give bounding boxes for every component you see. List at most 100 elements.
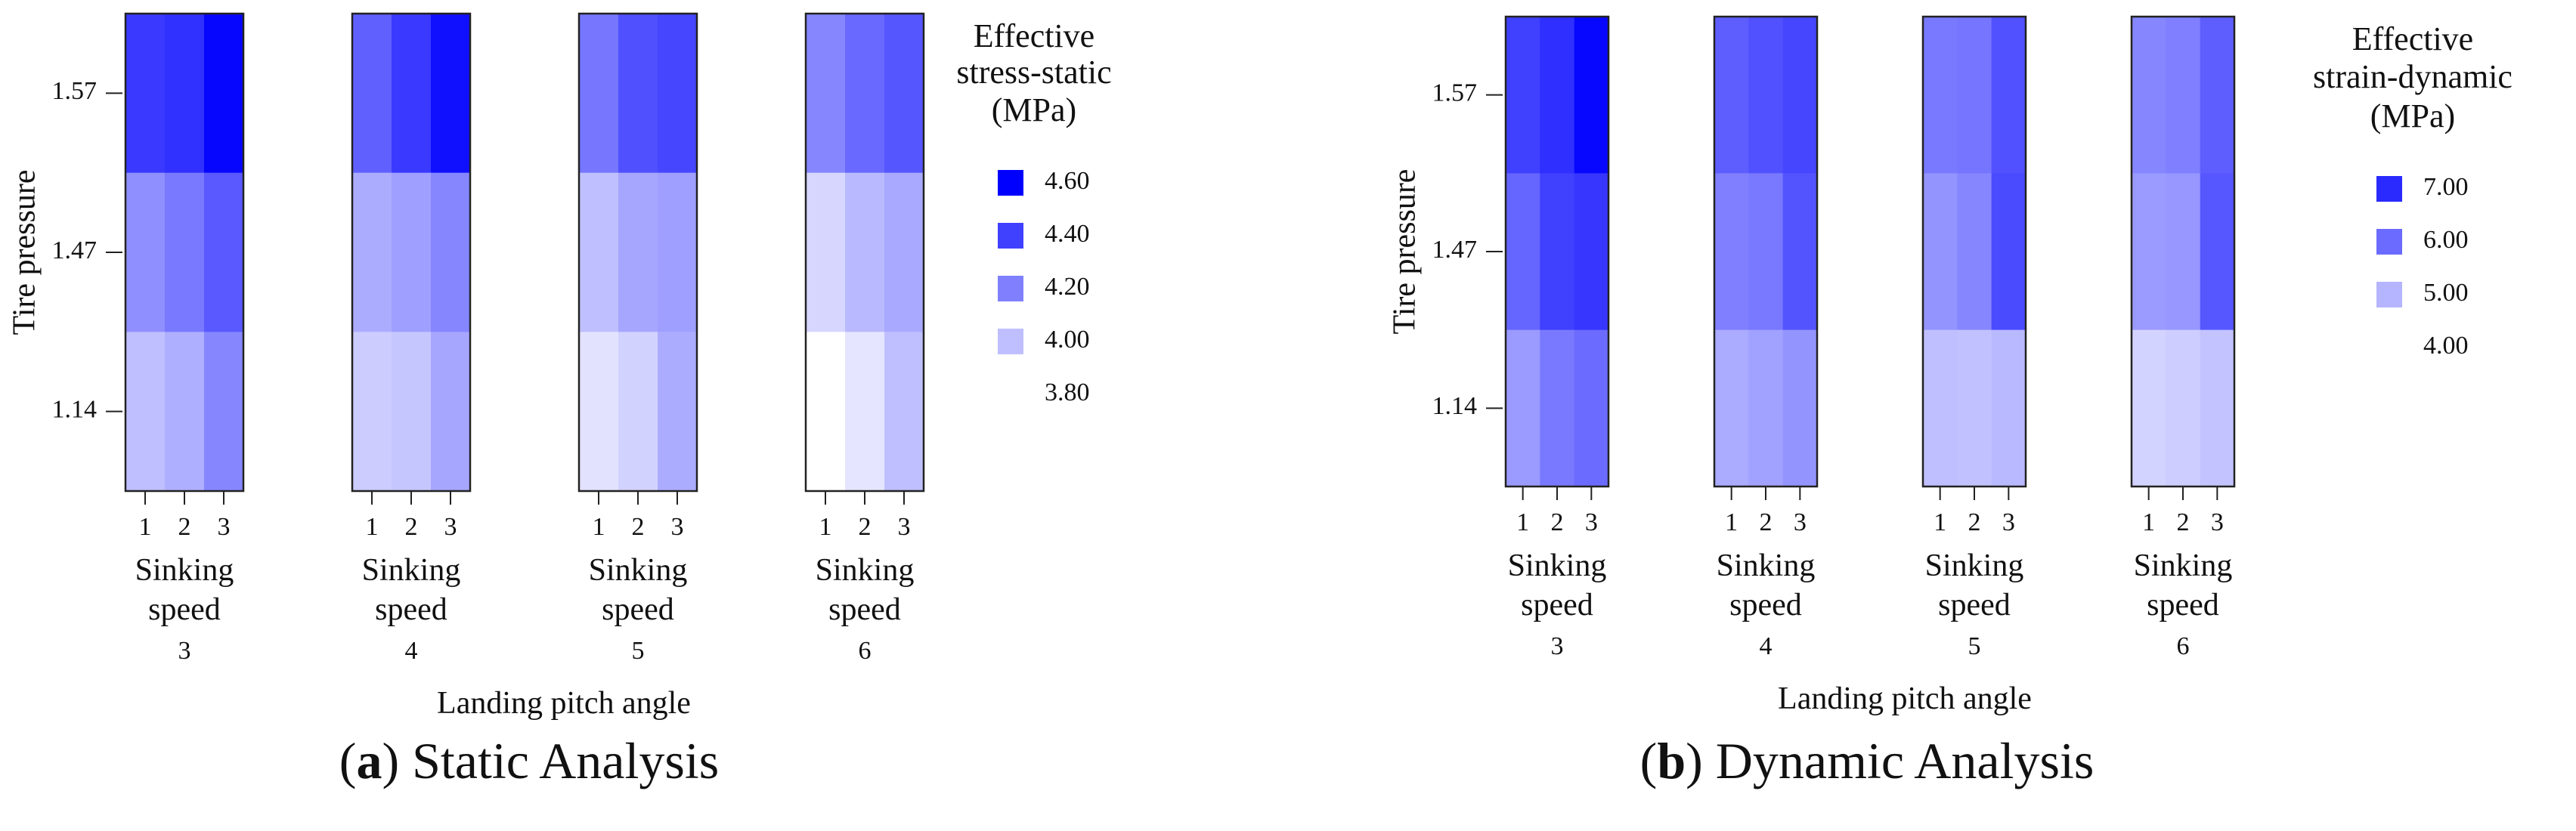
heatmap-panel-5: 1 2 3 Sinking speed 5 bbox=[1921, 15, 2027, 660]
legend-swatch bbox=[998, 170, 1023, 196]
heatmap-cell bbox=[1782, 173, 1818, 331]
x-tick-label: 3 bbox=[671, 513, 684, 541]
heatmap-cell bbox=[1748, 173, 1784, 331]
heatmap-cell bbox=[658, 14, 698, 174]
legend-title: Effective bbox=[974, 17, 1094, 54]
panel-x-axis-label: Sinking bbox=[135, 553, 234, 588]
heatmap-panel-6: 1 2 3 Sinking speed 6 bbox=[2130, 15, 2236, 660]
heatmap-cell bbox=[658, 332, 698, 492]
heatmap-panel-4: 1 2 3 Sinking speed 4 bbox=[351, 12, 472, 665]
heatmap-cell bbox=[579, 172, 619, 332]
x-tick-label: 1 bbox=[366, 513, 379, 541]
heatmap-cell bbox=[2200, 329, 2235, 487]
heatmap-cell bbox=[1782, 329, 1818, 487]
heatmap-cell bbox=[2132, 17, 2166, 174]
panel-x-axis-label: Sinking bbox=[1717, 548, 1816, 583]
legend-label: 4.00 bbox=[1045, 326, 1090, 354]
caption-letter: b bbox=[1657, 732, 1686, 789]
panel-group-label: 5 bbox=[1968, 632, 1981, 660]
legend-swatch bbox=[2376, 176, 2402, 202]
heatmap-cell bbox=[352, 14, 392, 174]
legend-label: 4.20 bbox=[1045, 273, 1090, 301]
legend-label: 4.40 bbox=[1045, 220, 1090, 248]
x-tick-label: 2 bbox=[1760, 508, 1773, 536]
legend-label: 3.80 bbox=[1045, 378, 1090, 406]
x-tick-label: 1 bbox=[593, 513, 605, 541]
legend-label: 7.00 bbox=[2423, 173, 2469, 201]
heatmap-cell bbox=[392, 172, 432, 332]
y-axis-label: Tire pressure bbox=[1388, 169, 1423, 335]
x-tick-label: 1 bbox=[1934, 508, 1946, 536]
heatmap-cell bbox=[1991, 173, 2026, 331]
heatmap-cell bbox=[579, 332, 619, 492]
subfigure-caption: (a) Static Analysis bbox=[339, 732, 719, 789]
heatmap-cell bbox=[1540, 329, 1575, 487]
heatmap-cell bbox=[2166, 17, 2201, 174]
caption-text: ) Dynamic Analysis bbox=[1686, 732, 2094, 789]
x-tick-label: 1 bbox=[1725, 508, 1738, 536]
panel-group-label: 6 bbox=[2177, 632, 2190, 660]
panel-x-axis-label: speed bbox=[602, 592, 674, 627]
caption-paren: ( bbox=[339, 732, 357, 789]
x-tick-label: 3 bbox=[898, 513, 911, 541]
x-tick-label: 3 bbox=[444, 513, 457, 541]
heatmap-cell bbox=[1506, 17, 1540, 174]
heatmap-cell bbox=[431, 332, 471, 492]
heatmap-cell bbox=[204, 14, 244, 174]
panel-group-label: 3 bbox=[178, 637, 191, 665]
legend-label: 4.00 bbox=[2423, 332, 2469, 360]
panel-x-axis-label: Sinking bbox=[1508, 548, 1607, 583]
panel-x-axis-label: speed bbox=[375, 592, 447, 627]
heatmap-cell bbox=[618, 332, 658, 492]
heatmap-panel-5: 1 2 3 Sinking speed 5 bbox=[577, 12, 698, 665]
legend-label: 4.60 bbox=[1045, 167, 1090, 195]
heatmap-cell bbox=[2200, 173, 2235, 331]
heatmap-cell bbox=[884, 332, 924, 492]
heatmap-cell bbox=[204, 172, 244, 332]
panel-x-axis-label: Sinking bbox=[1925, 548, 2024, 583]
y-axis-label: Tire pressure bbox=[8, 170, 42, 335]
x-tick-label: 2 bbox=[1968, 508, 1981, 536]
panel-x-axis-label: speed bbox=[2147, 588, 2219, 622]
heatmap-cell bbox=[1923, 329, 1958, 487]
x-tick-label: 3 bbox=[218, 513, 231, 541]
x-tick-label: 3 bbox=[2211, 508, 2224, 536]
x-tick-label: 1 bbox=[139, 513, 152, 541]
panel-group-label: 4 bbox=[405, 637, 418, 665]
heatmap-cell bbox=[1923, 17, 1958, 174]
heatmap-cell bbox=[125, 332, 166, 492]
caption-paren: ( bbox=[1640, 732, 1658, 789]
heatmap-cell bbox=[806, 172, 846, 332]
heatmap-cell bbox=[1748, 329, 1784, 487]
legend-title: Effective bbox=[2352, 20, 2473, 57]
panel-group-label: 3 bbox=[1551, 632, 1564, 660]
x-tick-label: 2 bbox=[405, 513, 418, 541]
heatmap-panel-4: 1 2 3 Sinking speed 4 bbox=[1713, 15, 1819, 660]
heatmap-cell bbox=[125, 172, 166, 332]
heatmap-cell bbox=[392, 332, 432, 492]
legend-label: 5.00 bbox=[2423, 279, 2469, 307]
heatmap-cell bbox=[1957, 329, 1992, 487]
x-tick-label: 2 bbox=[2177, 508, 2190, 536]
x-tick-label: 2 bbox=[859, 513, 872, 541]
legend-swatch bbox=[2376, 282, 2402, 307]
legend-title: strain-dynamic bbox=[2313, 58, 2513, 95]
heatmap-cell bbox=[1540, 17, 1575, 174]
heatmap-cell bbox=[806, 332, 846, 492]
subfigure-caption: (b) Dynamic Analysis bbox=[1640, 732, 2095, 789]
heatmap-cell bbox=[1714, 329, 1749, 487]
heatmap-cell bbox=[2132, 329, 2166, 487]
heatmap-cell bbox=[845, 14, 885, 174]
y-tick-label: 1.57 bbox=[1432, 79, 1478, 107]
x-tick-label: 2 bbox=[178, 513, 191, 541]
heatmap-cell bbox=[845, 172, 885, 332]
heatmap-cell bbox=[1991, 329, 2026, 487]
heatmap-cell bbox=[352, 172, 392, 332]
heatmap-cell bbox=[165, 332, 205, 492]
heatmap-cell bbox=[431, 172, 471, 332]
panel-x-axis-label: Sinking bbox=[816, 553, 915, 588]
caption-text: ) Static Analysis bbox=[382, 732, 719, 789]
